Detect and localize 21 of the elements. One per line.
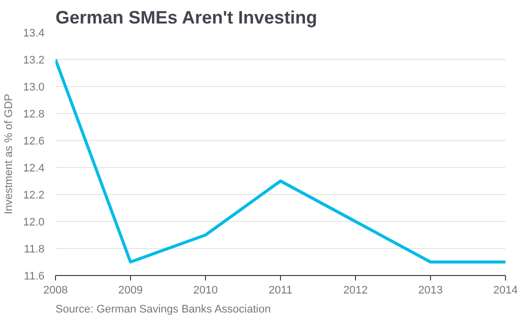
x-tick-label: 2013 bbox=[418, 284, 443, 296]
y-tick-label: 12.2 bbox=[23, 190, 45, 202]
x-tick-label: 2009 bbox=[118, 284, 143, 296]
y-tick-label: 11.6 bbox=[24, 270, 44, 282]
y-tick-label: 12.0 bbox=[23, 216, 45, 228]
y-tick-label: 13.4 bbox=[23, 28, 45, 40]
y-tick-label: 13.2 bbox=[23, 54, 45, 66]
y-tick-label: 12.4 bbox=[23, 162, 45, 174]
source-note: Source: German Savings Banks Association bbox=[56, 304, 271, 316]
x-tick-label: 2011 bbox=[268, 284, 292, 296]
x-tick-label: 2012 bbox=[343, 284, 368, 296]
y-tick-label: 12.6 bbox=[23, 136, 45, 148]
line-series bbox=[56, 58, 506, 264]
y-tick-label: 11.8 bbox=[24, 244, 44, 256]
x-tick-label: 2014 bbox=[493, 284, 518, 296]
x-tick-label: 2010 bbox=[193, 284, 218, 296]
y-axis-title: Investment as % of GDP bbox=[3, 94, 16, 214]
y-tick-label: 12.8 bbox=[23, 108, 45, 120]
x-tick-label: 2008 bbox=[43, 284, 68, 296]
chart-title: German SMEs Aren't Investing bbox=[56, 8, 318, 28]
y-tick-label: 13.0 bbox=[23, 82, 45, 94]
